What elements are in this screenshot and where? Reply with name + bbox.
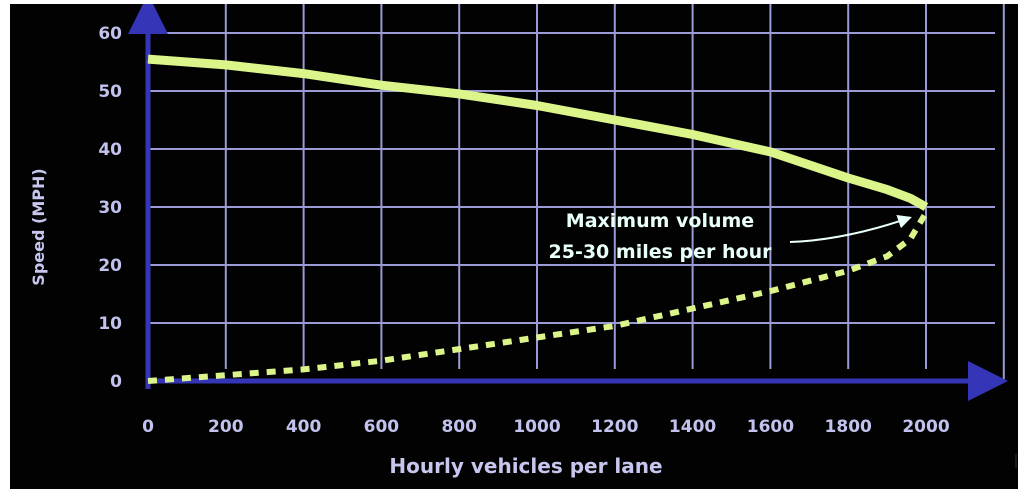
x-tick-label: 1800	[825, 417, 872, 437]
grid	[148, 4, 1005, 381]
x-tick-label: 1000	[513, 417, 560, 437]
annotation-arrow	[789, 214, 912, 243]
x-tick-label: 1600	[747, 417, 794, 437]
chart-area: 0 200 400 600 800 1000 1200 1400 1600 1800 2000 0 10…	[10, 0, 1018, 489]
y-tick-label: 20	[98, 256, 122, 276]
x-axis-title: Hourly vehicles per lane	[389, 454, 662, 478]
y-tick-label: 0	[110, 372, 122, 392]
y-tick-label: 30	[98, 198, 122, 218]
x-tick-label: 400	[286, 417, 322, 437]
speed-volume-chart: 0 200 400 600 800 1000 1200 1400 1600 1800 2000 0 10…	[29, 0, 1008, 478]
x-tick-label: 1400	[669, 417, 716, 437]
x-tick-label: 200	[208, 417, 244, 437]
annotation-line-2: 25-30 miles per hour	[549, 241, 773, 263]
axes	[128, 0, 1008, 401]
annotation-line-1: Maximum volume	[566, 210, 754, 232]
y-axis-title: Speed (MPH)	[29, 168, 48, 285]
y-tick-label: 40	[98, 140, 122, 160]
y-tick-label: 50	[98, 82, 122, 102]
series	[147, 54, 929, 384]
x-tick-label: 800	[441, 417, 477, 437]
x-tick-label: 600	[364, 417, 400, 437]
x-tick-label: 0	[142, 417, 154, 437]
x-tick-label: 1200	[591, 417, 638, 437]
labels: 0 200 400 600 800 1000 1200 1400 1600 1800 2000 0 10…	[29, 24, 950, 478]
frame-edge-mark	[1015, 454, 1017, 468]
y-tick-label: 10	[98, 314, 122, 334]
y-tick-label: 60	[98, 24, 122, 44]
x-tick-label: 2000	[902, 417, 949, 437]
